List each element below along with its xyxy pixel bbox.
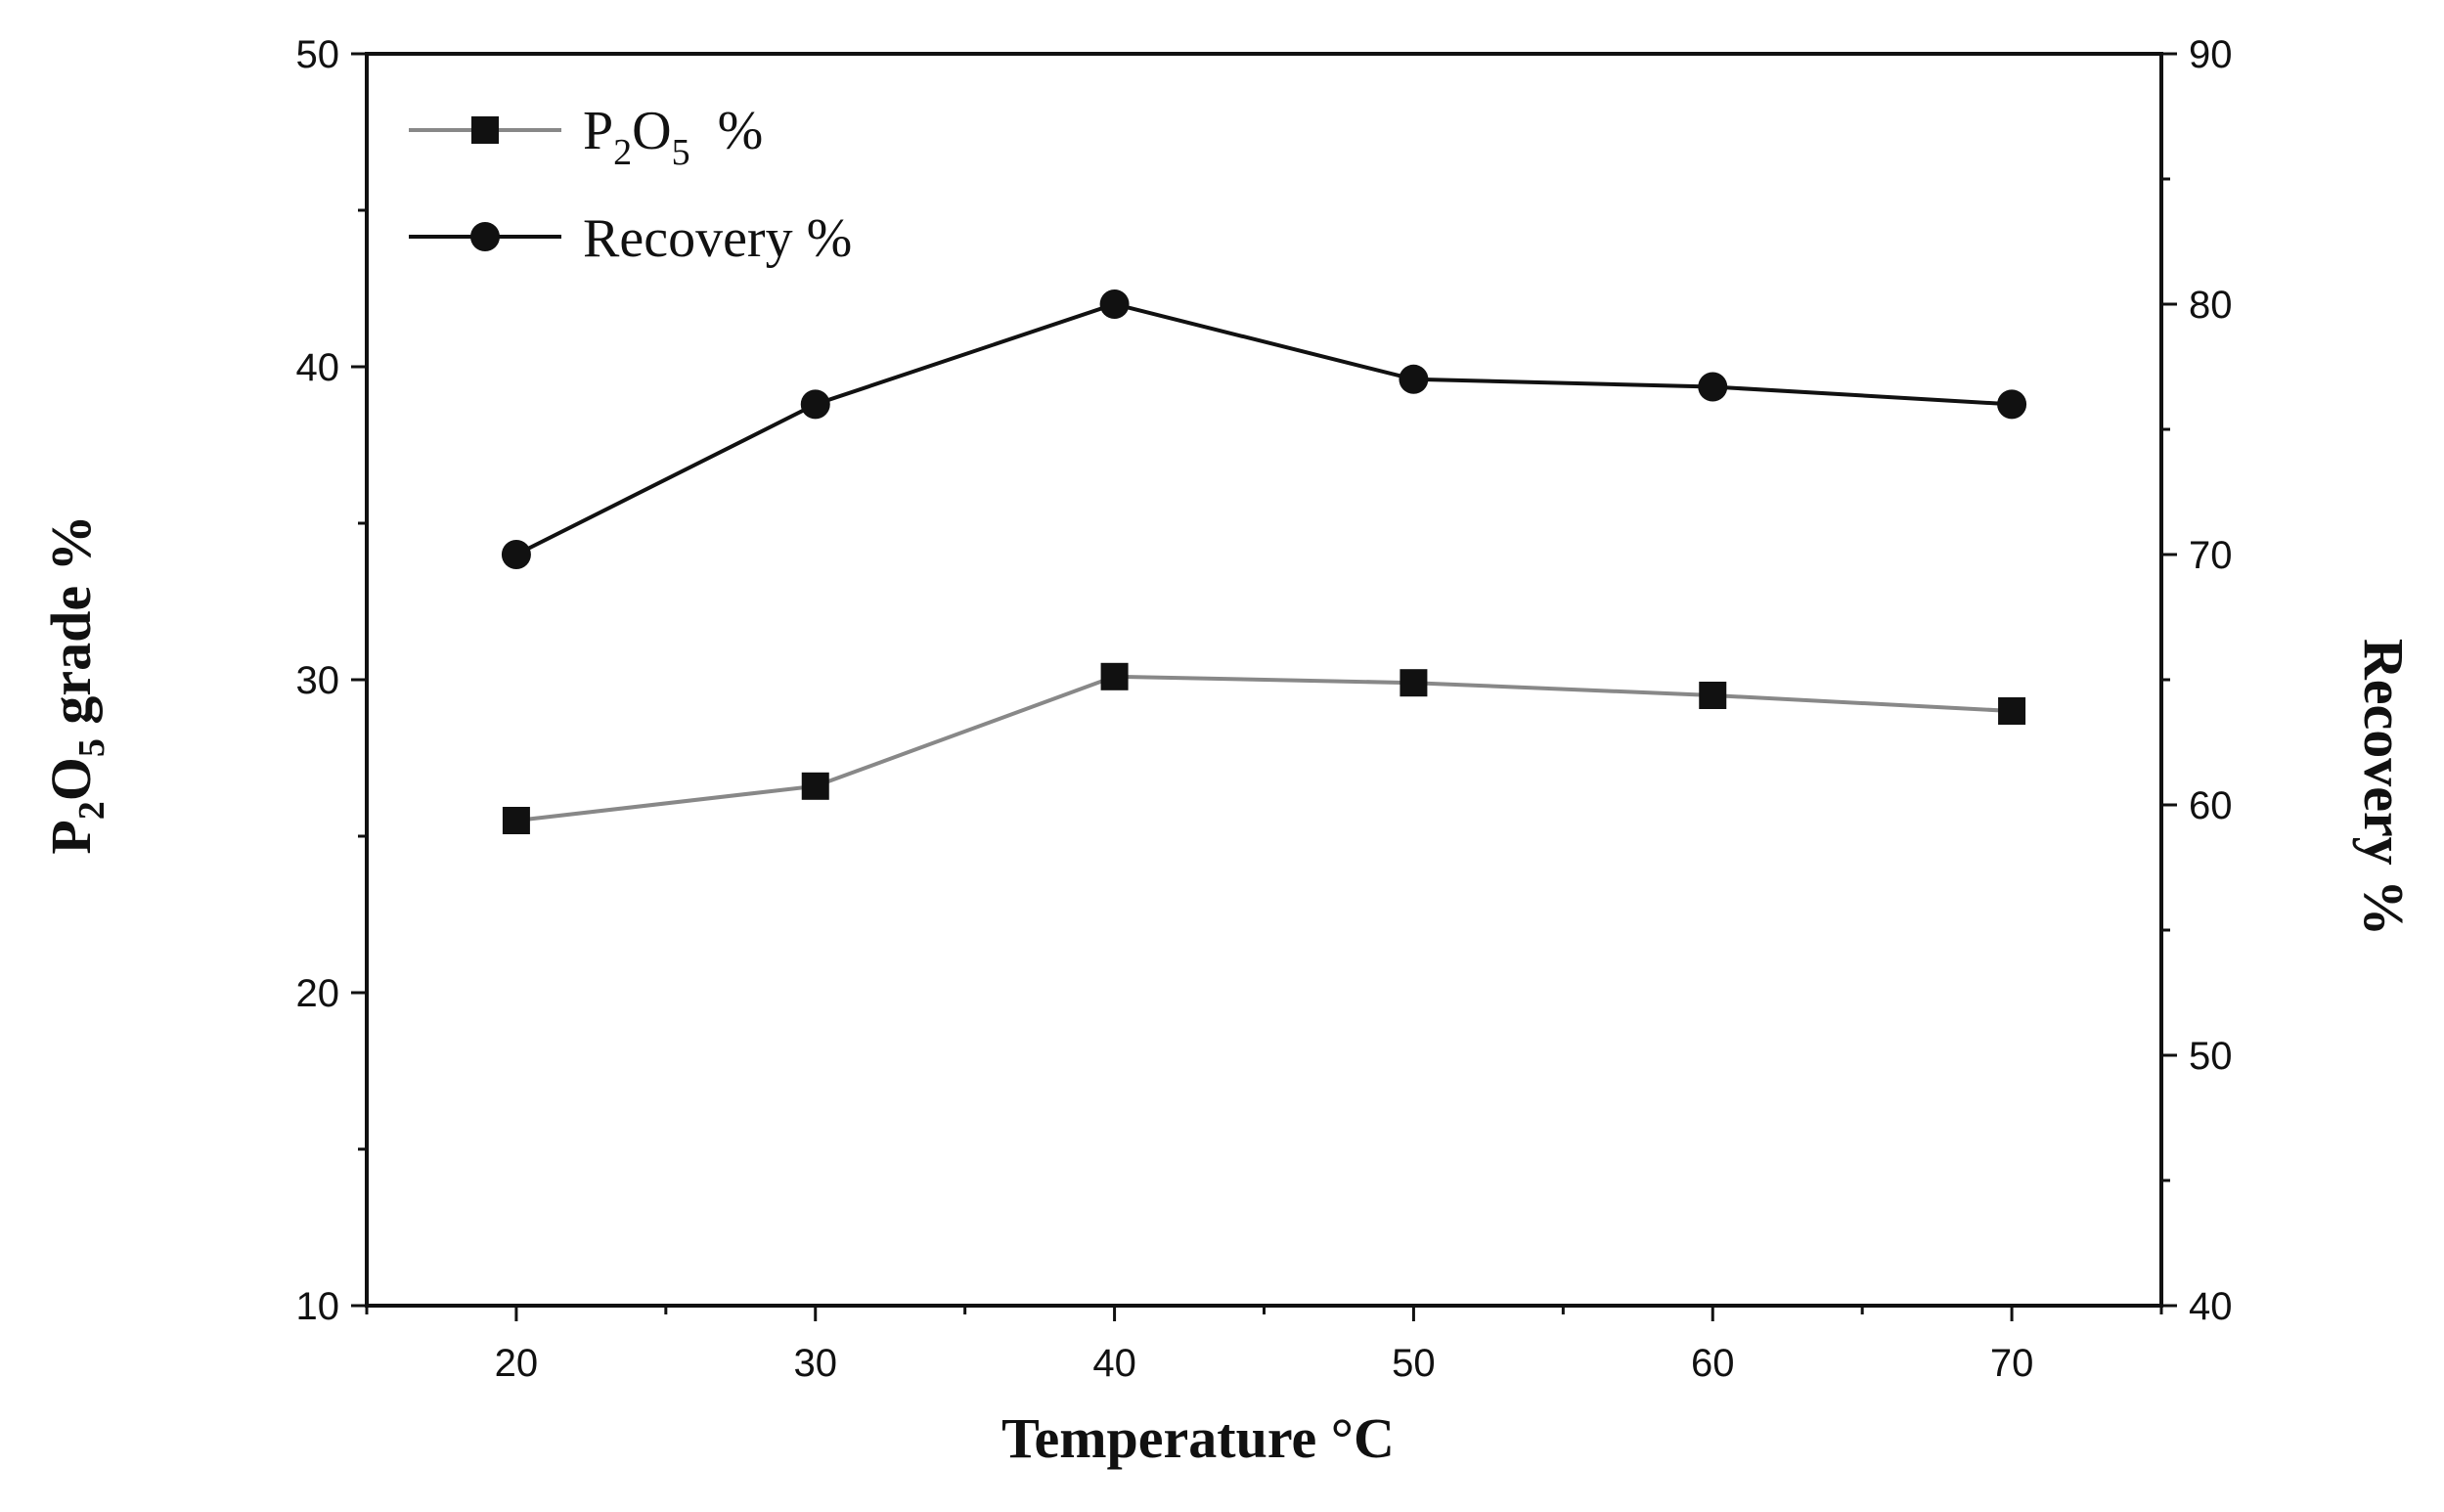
left-axis-title-rest: grade % bbox=[39, 514, 103, 738]
x-tick-label: 60 bbox=[1691, 1342, 1735, 1385]
x-tick-label: 30 bbox=[794, 1342, 838, 1385]
left-tick-label: 40 bbox=[296, 346, 340, 389]
data-point-circle bbox=[1997, 389, 2027, 420]
legend-o: O bbox=[632, 101, 671, 161]
data-point-circle bbox=[1099, 289, 1130, 319]
data-point-square bbox=[1100, 662, 1129, 690]
data-point-square bbox=[1998, 697, 2026, 725]
x-axis-title: Temperature °C bbox=[1001, 1406, 1395, 1470]
data-point-circle bbox=[501, 540, 531, 569]
series-layer bbox=[501, 289, 2027, 834]
left-tick-label: 50 bbox=[296, 33, 340, 76]
x-tick-label: 50 bbox=[1392, 1342, 1436, 1385]
data-point-square bbox=[502, 807, 530, 834]
left-axis-title-sub5: 5 bbox=[71, 738, 112, 757]
right-tick-label: 90 bbox=[2189, 33, 2233, 76]
left-axis-title-p: P bbox=[39, 820, 103, 854]
series-line-0 bbox=[515, 674, 2013, 823]
legend-sub5: 5 bbox=[672, 132, 690, 173]
data-point-square bbox=[1699, 682, 1727, 709]
x-tick-label: 40 bbox=[1092, 1342, 1136, 1385]
left-axis-title-o: O bbox=[39, 757, 103, 801]
data-point-square bbox=[801, 772, 829, 800]
legend-label-p2o5: P2O5 % bbox=[583, 101, 763, 173]
series-line-1 bbox=[515, 301, 2013, 556]
data-point-square bbox=[1400, 669, 1428, 697]
legend: P2O5 % Recovery % bbox=[409, 101, 852, 269]
right-axis: 40 50 60 70 80 90 bbox=[2161, 33, 2233, 1328]
legend-marker-square bbox=[471, 116, 499, 144]
x-axis: 20 30 40 50 60 70 bbox=[365, 1306, 2163, 1385]
x-tick-label: 20 bbox=[495, 1342, 539, 1385]
right-axis-title: Recovery % bbox=[2352, 639, 2416, 936]
right-tick-label: 70 bbox=[2189, 534, 2233, 577]
data-point-circle bbox=[1399, 364, 1429, 394]
legend-pct: % bbox=[690, 101, 764, 161]
x-tick-label: 70 bbox=[1990, 1342, 2034, 1385]
right-tick-label: 60 bbox=[2189, 784, 2233, 827]
left-axis-title-sub2: 2 bbox=[71, 801, 112, 820]
data-point-circle bbox=[1698, 372, 1728, 402]
left-tick-label: 10 bbox=[296, 1285, 340, 1328]
data-point-circle bbox=[800, 389, 830, 420]
left-tick-label: 30 bbox=[296, 659, 340, 702]
right-tick-label: 80 bbox=[2189, 284, 2233, 327]
right-tick-label: 50 bbox=[2189, 1035, 2233, 1078]
right-tick-label: 40 bbox=[2189, 1285, 2233, 1328]
left-axis: 10 20 30 40 50 bbox=[296, 33, 367, 1328]
left-axis-title: P2O5 grade % bbox=[39, 514, 112, 854]
legend-p: P bbox=[583, 101, 613, 161]
legend-sub2: 2 bbox=[613, 132, 632, 173]
legend-label-recovery: Recovery % bbox=[583, 208, 852, 269]
legend-marker-circle bbox=[470, 222, 500, 251]
left-tick-label: 20 bbox=[296, 972, 340, 1015]
